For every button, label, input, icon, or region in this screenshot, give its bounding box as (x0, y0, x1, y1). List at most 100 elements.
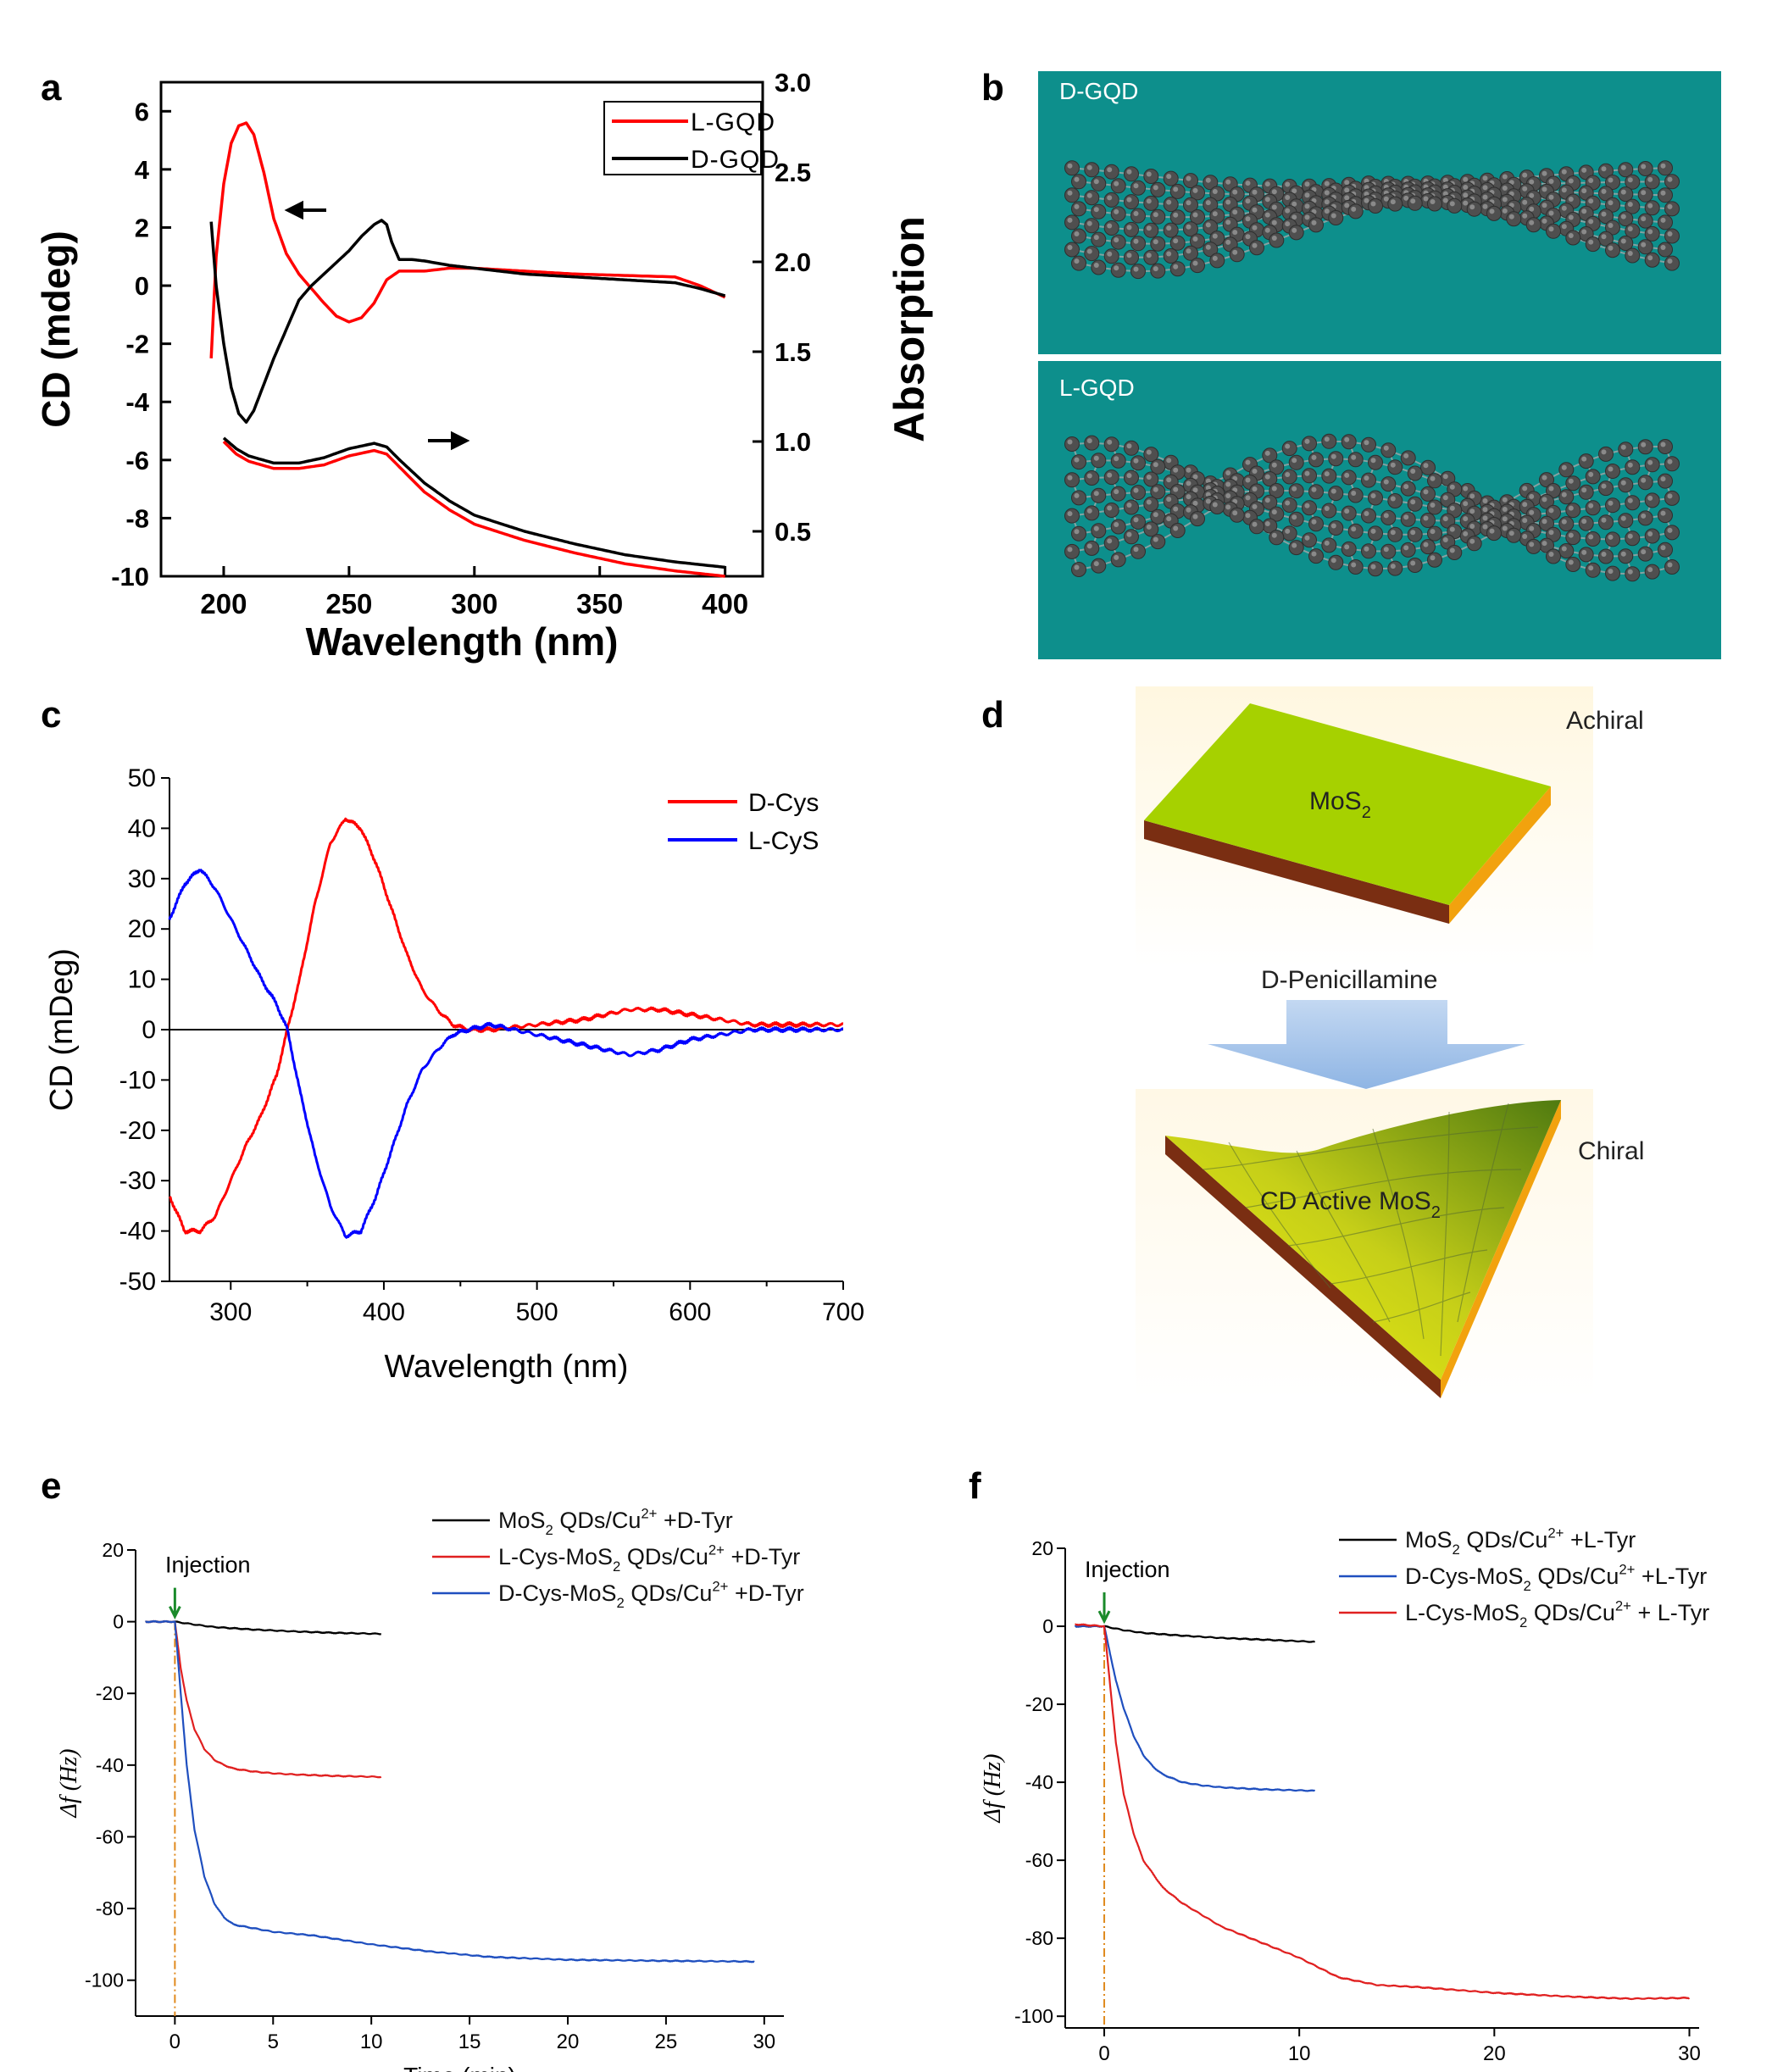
carbon-atom (1546, 223, 1561, 239)
atom-highlight (1067, 163, 1073, 169)
atom-highlight (1541, 497, 1547, 503)
atom-highlight (1133, 266, 1139, 272)
carbon-atom (1143, 222, 1159, 238)
carbon-atom (1585, 469, 1601, 485)
x-tick-label: 25 (655, 2030, 678, 2053)
atom-highlight (1588, 471, 1594, 477)
atom-highlight (1292, 188, 1297, 194)
atom-highlight (1561, 187, 1567, 193)
atom-highlight (1430, 503, 1436, 508)
carbon-atom (1302, 436, 1317, 452)
carbon-atom (1644, 528, 1660, 544)
carbon-atom (1598, 548, 1614, 564)
atom-highlight (1225, 470, 1231, 475)
atom-highlight (1114, 522, 1119, 527)
carbon-atom (1091, 175, 1107, 192)
carbon-atom (1664, 490, 1680, 506)
atom-highlight (1601, 166, 1607, 172)
carbon-atom (1506, 527, 1522, 543)
atom-highlight (1529, 542, 1535, 547)
atom-highlight (1285, 195, 1291, 200)
carbon-atom (1084, 540, 1100, 556)
atom-highlight (1482, 175, 1488, 181)
atom-highlight (1601, 483, 1607, 489)
legend-label: D-GQD (691, 146, 780, 174)
atom-highlight (1647, 176, 1653, 182)
atom-highlight (1608, 500, 1614, 506)
legend-label: L-Cys-MoS2 QDs/Cu2+ +D-Tyr (498, 1542, 800, 1575)
atom-highlight (1423, 542, 1429, 547)
atom-highlight (1469, 204, 1475, 210)
atom-highlight (1107, 167, 1113, 173)
atom-highlight (1114, 456, 1119, 462)
atom-highlight (1324, 199, 1330, 205)
atom-highlight (1442, 474, 1448, 480)
atom-highlight (1620, 444, 1626, 450)
atom-highlight (1660, 476, 1666, 482)
carbon-atom (1064, 472, 1080, 488)
series-line-l-gqd-abs (222, 440, 725, 578)
atom-highlight (1641, 513, 1647, 519)
atom-highlight (1627, 497, 1633, 503)
atom-highlight (1463, 516, 1469, 522)
atom-highlight (1410, 530, 1416, 536)
atom-highlight (1522, 172, 1528, 178)
atom-highlight (1608, 177, 1614, 183)
atom-highlight (1086, 164, 1092, 170)
plot-frame (159, 81, 764, 578)
atom-highlight (1383, 445, 1389, 451)
atom-highlight (1126, 169, 1132, 175)
atom-highlight (1264, 181, 1270, 187)
carbon-atom (1658, 508, 1673, 524)
atom-highlight (1153, 486, 1158, 492)
atom-highlight (1529, 206, 1535, 212)
atom-highlight (1212, 502, 1218, 508)
atom-highlight (1667, 203, 1673, 209)
carbon-atom (1103, 192, 1119, 208)
slab-side-face (1449, 786, 1551, 924)
carbon-atom (1427, 525, 1442, 542)
injection-arrow (1097, 1592, 1111, 1625)
atom-highlight (1212, 211, 1218, 217)
atom-highlight (1627, 569, 1633, 575)
carbon-atom (1644, 174, 1660, 190)
atom-highlight (1469, 524, 1475, 529)
carbon-atom (1169, 261, 1186, 277)
chiral-front-face (1165, 1136, 1441, 1398)
atom-highlight (1146, 253, 1152, 258)
atom-highlight (1330, 558, 1336, 564)
carbon-atom (1143, 249, 1159, 265)
atom-highlight (1074, 258, 1080, 264)
atom-highlight (1173, 186, 1179, 192)
panel-label-e: e (41, 1465, 61, 1507)
x-tick-label: 700 (822, 1298, 864, 1326)
atom-highlight (1285, 528, 1291, 534)
atom-highlight (1548, 226, 1554, 232)
carbon-atom (1525, 538, 1541, 554)
atom-highlight (1304, 214, 1310, 220)
atom-highlight (1423, 196, 1429, 202)
legend-label: D-Cys-MoS2 QDs/Cu2+ +D-Tyr (498, 1579, 804, 1611)
atom-highlight (1561, 205, 1567, 211)
atom-highlight (1660, 545, 1666, 551)
carbon-atom (1664, 228, 1680, 244)
carbon-atom (1486, 525, 1502, 542)
atom-highlight (1403, 514, 1409, 520)
atom-highlight (1271, 236, 1277, 241)
atom-highlight (1561, 546, 1567, 552)
atom-highlight (1324, 540, 1330, 546)
atom-highlight (1133, 517, 1139, 523)
carbon-atom (1321, 468, 1337, 484)
y-tick-label: -10 (111, 562, 149, 592)
carbon-atom (1347, 523, 1364, 539)
carbon-atom (1328, 451, 1344, 467)
atom-highlight (1086, 438, 1092, 444)
carbon-atom (1637, 161, 1653, 176)
legend-box (603, 101, 762, 175)
atom-highlight (1568, 178, 1574, 184)
atom-highlight (1390, 462, 1396, 468)
atom-highlight (1548, 486, 1554, 492)
carbon-atom (1637, 239, 1653, 255)
carbon-atom (1130, 485, 1146, 501)
